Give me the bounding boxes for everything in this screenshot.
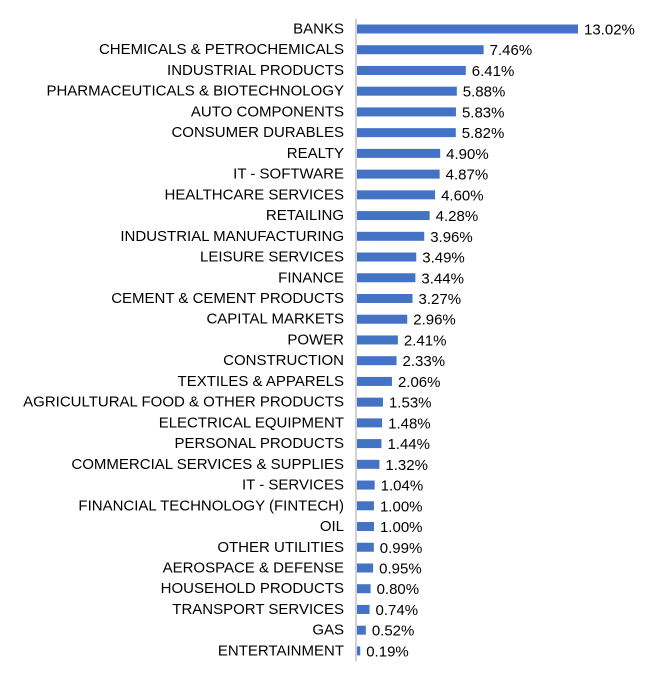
category-label: FINANCE — [278, 269, 344, 286]
category-label: TRANSPORT SERVICES — [172, 601, 344, 618]
category-label: AUTO COMPONENTS — [191, 103, 344, 120]
category-label: ENTERTAINMENT — [218, 642, 344, 659]
category-label: CEMENT & CEMENT PRODUCTS — [111, 290, 344, 307]
bar — [357, 522, 374, 532]
category-label: FINANCIAL TECHNOLOGY (FINTECH) — [78, 497, 344, 514]
data-label: 4.87% — [446, 167, 489, 184]
category-label: OIL — [320, 518, 344, 535]
bar — [357, 190, 436, 200]
bar — [357, 211, 430, 221]
bar — [357, 563, 374, 573]
data-label: 5.82% — [462, 125, 505, 142]
data-label: 1.00% — [380, 519, 423, 536]
data-label: 7.46% — [490, 42, 533, 59]
category-label: HOUSEHOLD PRODUCTS — [161, 580, 344, 597]
data-label: 1.44% — [387, 436, 430, 453]
data-label: 1.53% — [389, 395, 432, 412]
data-label: 13.02% — [584, 22, 635, 39]
bar — [357, 480, 375, 490]
bar — [357, 335, 398, 345]
bar — [357, 501, 374, 511]
data-label: 0.19% — [366, 643, 409, 660]
category-axis-labels: BANKS CHEMICALS & PETROCHEMICALS INDUSTRIA… — [23, 21, 344, 660]
bar — [357, 314, 408, 324]
bar — [357, 604, 370, 614]
bar — [357, 86, 457, 96]
data-label: 3.96% — [430, 229, 473, 246]
data-label: 2.96% — [413, 312, 456, 329]
data-label: 0.99% — [380, 540, 423, 557]
category-label: LEISURE SERVICES — [200, 249, 344, 266]
category-label: AGRICULTURAL FOOD & OTHER PRODUCTS — [23, 394, 344, 411]
category-label: AEROSPACE & DEFENSE — [163, 559, 344, 576]
category-label: INDUSTRIAL PRODUCTS — [167, 62, 344, 79]
data-label: 6.41% — [472, 63, 515, 80]
category-label: REALTY — [287, 145, 344, 162]
data-label: 2.06% — [398, 374, 441, 391]
data-label: 4.60% — [441, 187, 484, 204]
category-label: PHARMACEUTICALS & BIOTECHNOLOGY — [46, 83, 344, 100]
data-label: 0.95% — [379, 560, 422, 577]
data-label: 1.00% — [380, 498, 423, 515]
bar — [357, 646, 361, 656]
bar — [357, 418, 383, 428]
bar — [357, 24, 578, 34]
bar — [357, 231, 425, 241]
bar — [357, 397, 383, 407]
bar — [357, 459, 380, 469]
category-label: POWER — [287, 331, 344, 348]
bar — [357, 625, 366, 635]
bar — [357, 584, 371, 594]
category-label: CAPITAL MARKETS — [206, 311, 344, 328]
bar — [357, 439, 382, 449]
category-label: BANKS — [293, 21, 344, 38]
category-label: PERSONAL PRODUCTS — [175, 435, 344, 452]
data-label: 1.48% — [388, 415, 431, 432]
category-label: IT - SERVICES — [242, 477, 344, 494]
category-label: CHEMICALS & PETROCHEMICALS — [99, 41, 344, 58]
bar — [357, 376, 392, 386]
bar — [357, 148, 441, 158]
bar — [357, 293, 413, 303]
category-label: CONSUMER DURABLES — [171, 124, 344, 141]
data-label: 0.52% — [372, 623, 415, 640]
data-labels: 13.02% 7.46% 6.41% 5.88% 5.83% 5.82% 4.90% 4.87… — [366, 22, 635, 661]
category-label: INDUSTRIAL MANUFACTURING — [120, 228, 344, 245]
data-label: 5.83% — [462, 104, 505, 121]
category-label: ELECTRICAL EQUIPMENT — [159, 414, 344, 431]
category-label: GAS — [312, 622, 344, 639]
bar — [357, 107, 456, 117]
data-label: 3.49% — [422, 250, 465, 267]
bar — [357, 128, 456, 138]
bar — [357, 252, 417, 262]
bar — [357, 356, 397, 366]
category-label: OTHER UTILITIES — [217, 539, 344, 556]
data-label: 0.74% — [376, 602, 419, 619]
data-label: 2.33% — [403, 353, 446, 370]
data-label: 2.41% — [404, 332, 447, 349]
bar — [357, 542, 374, 552]
category-label: RETAILING — [266, 207, 344, 224]
data-label: 5.88% — [463, 84, 506, 101]
category-label: HEALTHCARE SERVICES — [165, 186, 345, 203]
bar — [357, 65, 466, 75]
bar — [357, 169, 440, 179]
data-label: 3.44% — [421, 270, 464, 287]
category-label: CONSTRUCTION — [223, 352, 344, 369]
data-label: 4.90% — [446, 146, 489, 163]
category-label: TEXTILES & APPARELS — [178, 373, 344, 390]
bar — [357, 45, 484, 55]
data-label: 1.04% — [381, 478, 424, 495]
bar-series — [357, 24, 578, 656]
category-label: COMMERCIAL SERVICES & SUPPLIES — [71, 456, 344, 473]
bar — [357, 273, 416, 283]
data-label: 0.80% — [377, 581, 420, 598]
data-label: 1.32% — [385, 457, 428, 474]
data-label: 4.28% — [436, 208, 479, 225]
category-label: IT - SOFTWARE — [233, 166, 344, 183]
data-label: 3.27% — [419, 291, 462, 308]
